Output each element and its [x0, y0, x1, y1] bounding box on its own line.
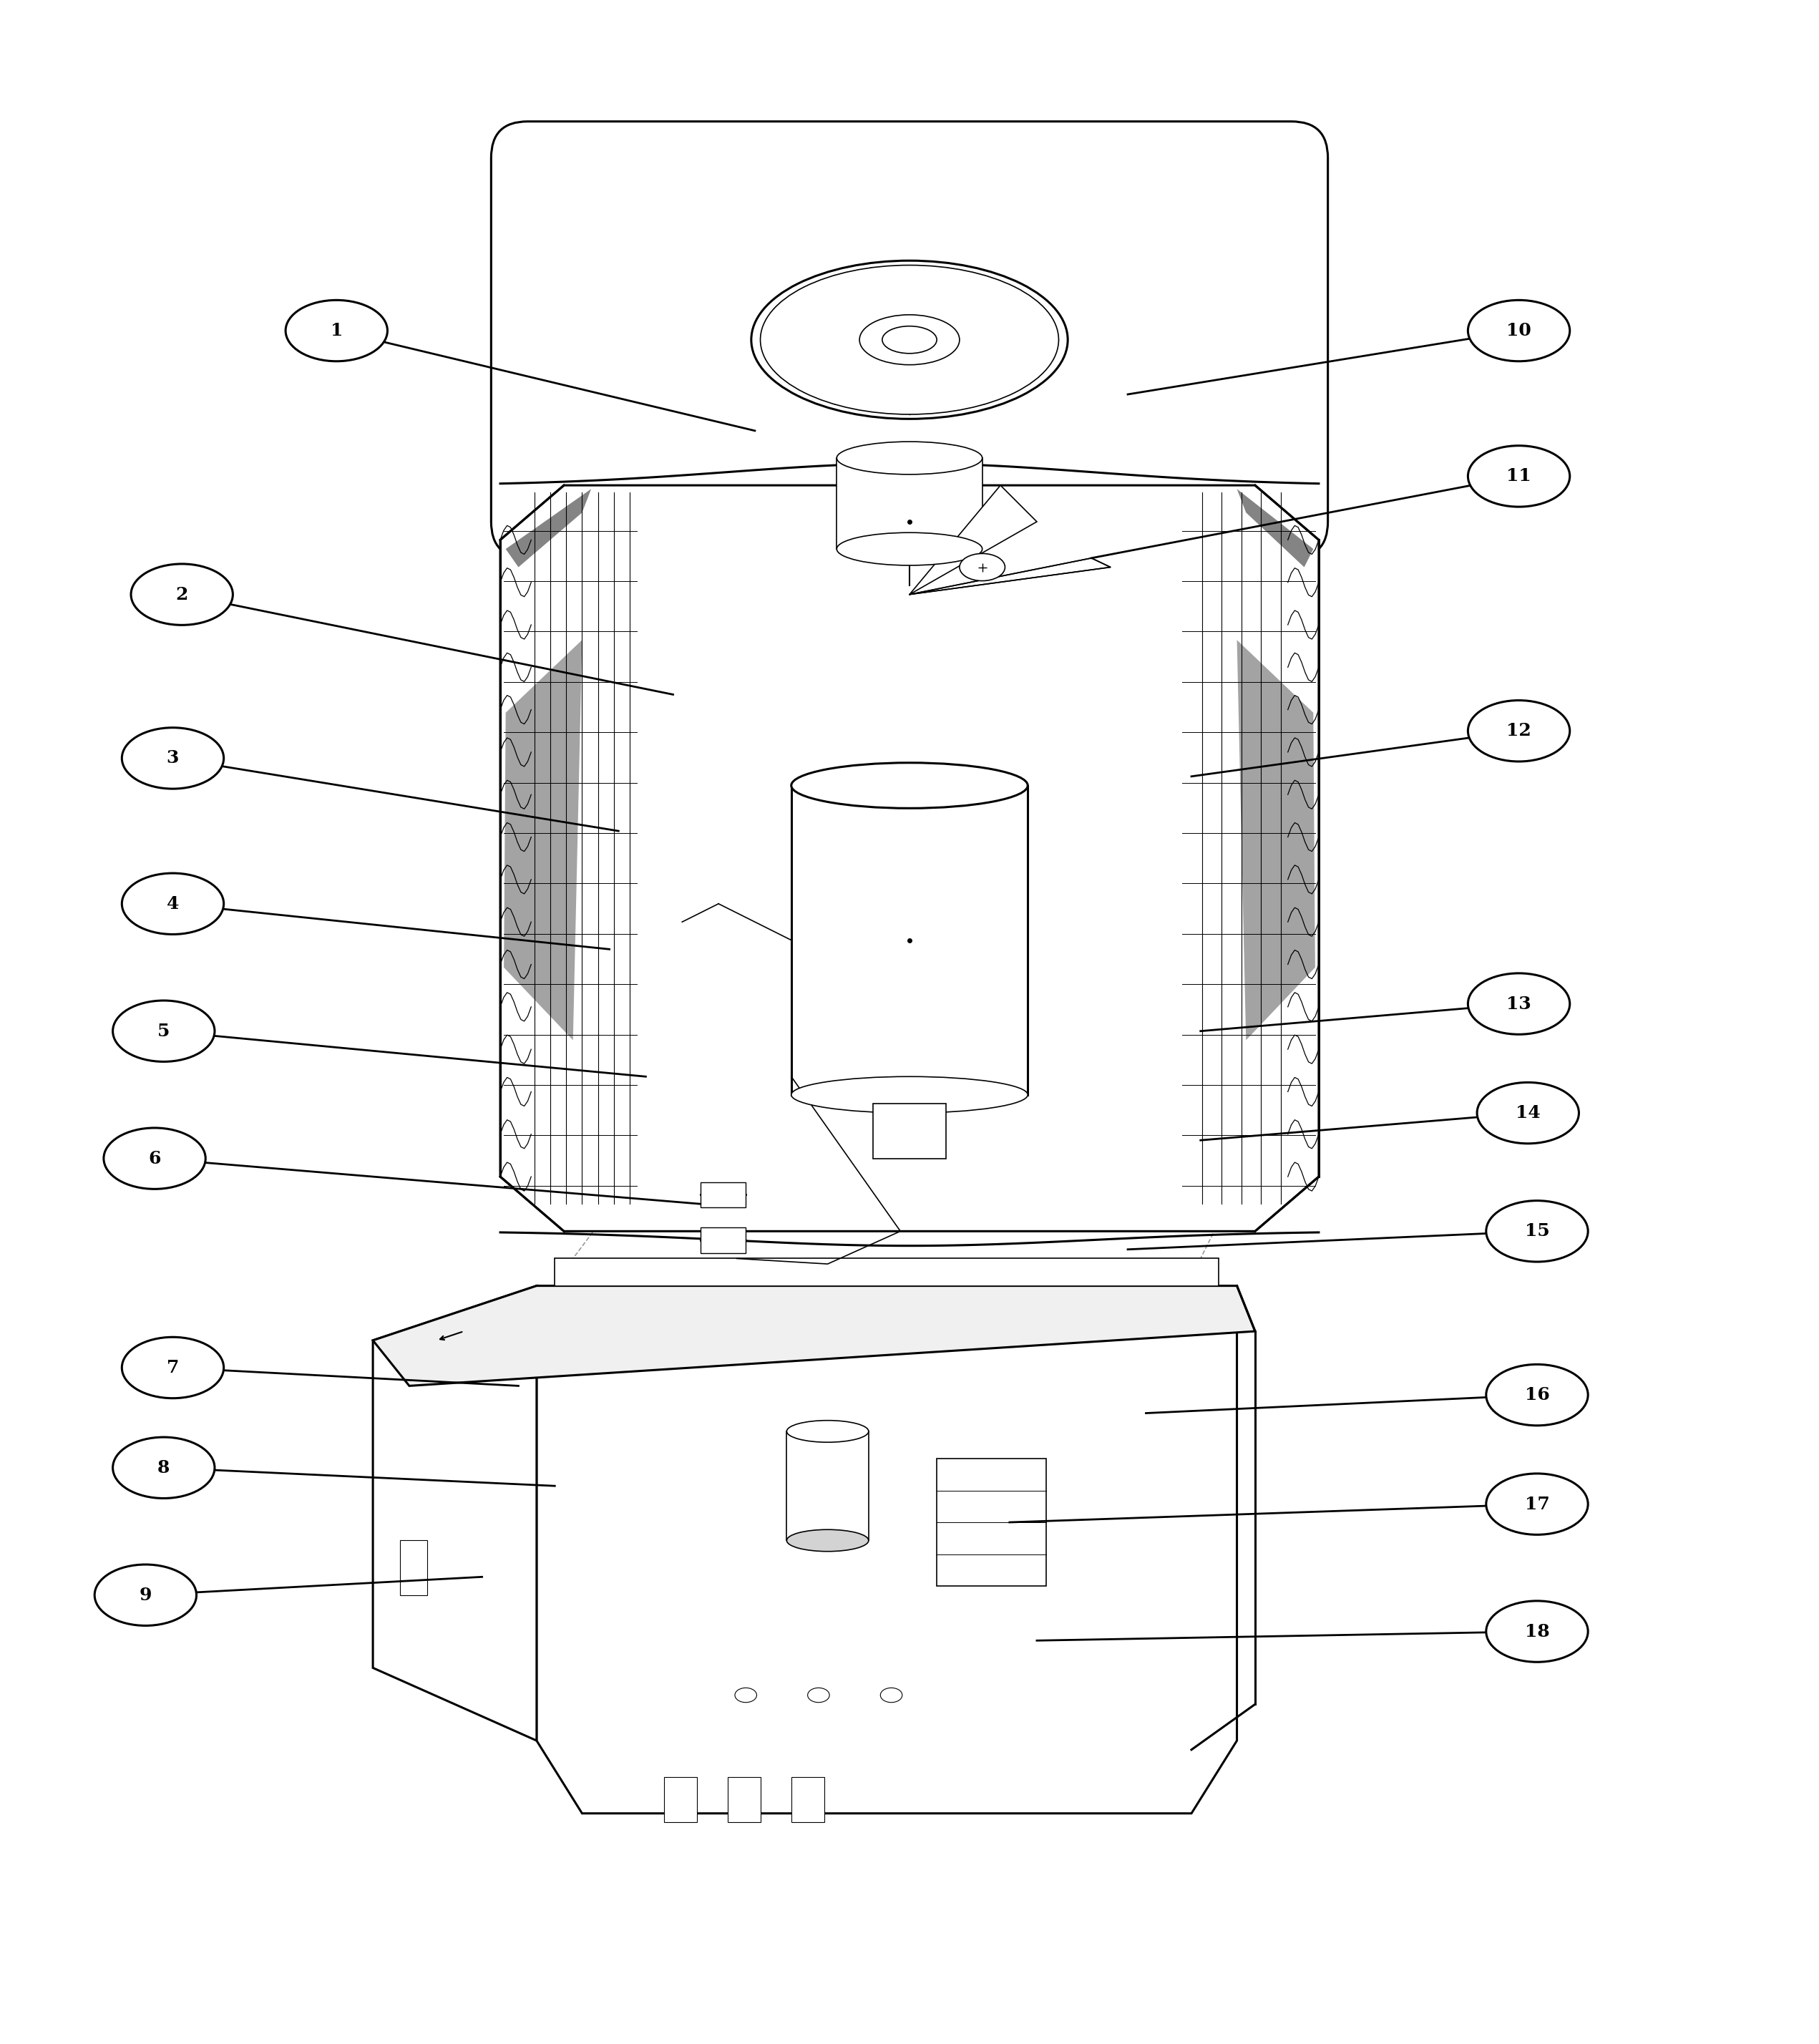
- Ellipse shape: [1468, 701, 1570, 762]
- Ellipse shape: [1486, 1474, 1588, 1535]
- Bar: [664, 1776, 697, 1823]
- Ellipse shape: [113, 1000, 215, 1061]
- Ellipse shape: [791, 1077, 1028, 1114]
- Text: 15: 15: [1524, 1222, 1550, 1241]
- Ellipse shape: [1486, 1200, 1588, 1261]
- Text: 8: 8: [158, 1459, 169, 1476]
- Polygon shape: [537, 1286, 1237, 1813]
- Polygon shape: [910, 484, 1037, 595]
- Bar: [400, 1541, 427, 1594]
- Ellipse shape: [786, 1421, 869, 1443]
- Ellipse shape: [860, 315, 960, 364]
- Ellipse shape: [122, 873, 224, 934]
- Text: 18: 18: [1524, 1623, 1550, 1639]
- Ellipse shape: [880, 1688, 902, 1703]
- Ellipse shape: [808, 1688, 829, 1703]
- Text: 2: 2: [176, 587, 187, 603]
- Text: 7: 7: [167, 1359, 178, 1376]
- Text: 17: 17: [1524, 1496, 1550, 1513]
- Ellipse shape: [122, 728, 224, 789]
- Ellipse shape: [760, 266, 1059, 415]
- Ellipse shape: [960, 554, 1006, 580]
- Bar: [791, 1776, 824, 1823]
- Ellipse shape: [882, 327, 937, 354]
- Ellipse shape: [1468, 973, 1570, 1034]
- Polygon shape: [506, 489, 591, 566]
- Bar: [786, 1431, 868, 1541]
- Text: 1: 1: [331, 323, 342, 339]
- Bar: [837, 458, 982, 550]
- Bar: [937, 1459, 1046, 1586]
- Polygon shape: [1237, 640, 1315, 1040]
- Bar: [873, 1104, 946, 1159]
- Text: 13: 13: [1506, 995, 1532, 1012]
- Text: 16: 16: [1524, 1386, 1550, 1404]
- Text: 12: 12: [1506, 722, 1532, 740]
- Ellipse shape: [113, 1437, 215, 1498]
- Polygon shape: [504, 640, 582, 1040]
- Bar: [728, 1776, 760, 1823]
- Text: 5: 5: [158, 1022, 169, 1040]
- Ellipse shape: [791, 762, 1028, 807]
- Ellipse shape: [1486, 1600, 1588, 1662]
- Bar: [700, 1228, 746, 1253]
- Ellipse shape: [122, 1337, 224, 1398]
- Bar: [700, 1181, 746, 1208]
- Text: 10: 10: [1506, 323, 1532, 339]
- Text: 6: 6: [149, 1151, 160, 1167]
- Text: 4: 4: [167, 895, 178, 912]
- Polygon shape: [500, 484, 1319, 1230]
- Ellipse shape: [1468, 300, 1570, 362]
- Text: 3: 3: [167, 750, 178, 766]
- Text: 14: 14: [1515, 1104, 1541, 1122]
- Ellipse shape: [131, 564, 233, 625]
- Polygon shape: [373, 1286, 537, 1741]
- Ellipse shape: [104, 1128, 206, 1190]
- Text: 9: 9: [140, 1586, 151, 1605]
- Ellipse shape: [1477, 1083, 1579, 1143]
- Polygon shape: [1237, 489, 1313, 566]
- Ellipse shape: [95, 1564, 196, 1625]
- Ellipse shape: [1468, 446, 1570, 507]
- Bar: [791, 785, 1028, 1096]
- Polygon shape: [910, 558, 1110, 595]
- Ellipse shape: [1486, 1365, 1588, 1425]
- Polygon shape: [373, 1286, 1255, 1386]
- Ellipse shape: [786, 1529, 869, 1551]
- Polygon shape: [555, 1259, 1219, 1286]
- Ellipse shape: [837, 442, 982, 474]
- Ellipse shape: [735, 1688, 757, 1703]
- FancyBboxPatch shape: [491, 121, 1328, 558]
- Ellipse shape: [286, 300, 387, 362]
- Ellipse shape: [837, 533, 982, 566]
- Text: 11: 11: [1506, 468, 1532, 484]
